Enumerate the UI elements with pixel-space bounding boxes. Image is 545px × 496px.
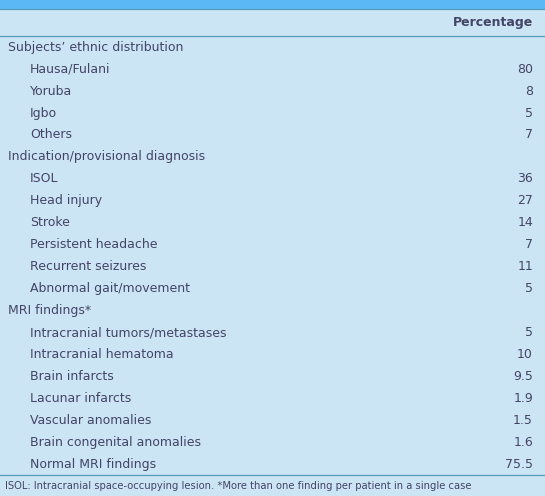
Text: 7: 7 <box>525 238 533 251</box>
Text: Head injury: Head injury <box>30 194 102 207</box>
Text: 7: 7 <box>525 128 533 141</box>
Text: Recurrent seizures: Recurrent seizures <box>30 260 147 273</box>
Text: 9.5: 9.5 <box>513 370 533 383</box>
Text: Percentage: Percentage <box>453 16 533 29</box>
Text: 1.5: 1.5 <box>513 414 533 427</box>
Text: Hausa/Fulani: Hausa/Fulani <box>30 62 111 75</box>
Text: 5: 5 <box>525 282 533 295</box>
Text: 1.9: 1.9 <box>513 392 533 405</box>
Text: Others: Others <box>30 128 72 141</box>
FancyBboxPatch shape <box>0 0 545 9</box>
Text: ISOL: ISOL <box>30 173 58 186</box>
Text: 5: 5 <box>525 326 533 339</box>
Text: Intracranial hematoma: Intracranial hematoma <box>30 348 174 361</box>
Text: 27: 27 <box>517 194 533 207</box>
Text: Subjects’ ethnic distribution: Subjects’ ethnic distribution <box>8 41 184 54</box>
Text: 8: 8 <box>525 85 533 98</box>
Text: 80: 80 <box>517 62 533 75</box>
Text: 10: 10 <box>517 348 533 361</box>
Text: 1.6: 1.6 <box>513 436 533 449</box>
Text: Brain infarcts: Brain infarcts <box>30 370 114 383</box>
Text: Indication/provisional diagnosis: Indication/provisional diagnosis <box>8 150 205 163</box>
Text: Stroke: Stroke <box>30 216 70 229</box>
Text: 14: 14 <box>517 216 533 229</box>
Text: Vascular anomalies: Vascular anomalies <box>30 414 152 427</box>
Text: MRI findings*: MRI findings* <box>8 304 92 317</box>
Text: ISOL: Intracranial space-occupying lesion. *More than one finding per patient in: ISOL: Intracranial space-occupying lesio… <box>5 481 472 491</box>
Text: 11: 11 <box>517 260 533 273</box>
Text: Intracranial tumors/metastases: Intracranial tumors/metastases <box>30 326 227 339</box>
Text: Persistent headache: Persistent headache <box>30 238 158 251</box>
Text: Brain congenital anomalies: Brain congenital anomalies <box>30 436 201 449</box>
Text: Igbo: Igbo <box>30 107 57 120</box>
Text: Normal MRI findings: Normal MRI findings <box>30 458 156 471</box>
Text: 75.5: 75.5 <box>505 458 533 471</box>
Text: 5: 5 <box>525 107 533 120</box>
Text: Abnormal gait/movement: Abnormal gait/movement <box>30 282 190 295</box>
Text: 36: 36 <box>517 173 533 186</box>
Text: Yoruba: Yoruba <box>30 85 72 98</box>
Text: Lacunar infarcts: Lacunar infarcts <box>30 392 131 405</box>
